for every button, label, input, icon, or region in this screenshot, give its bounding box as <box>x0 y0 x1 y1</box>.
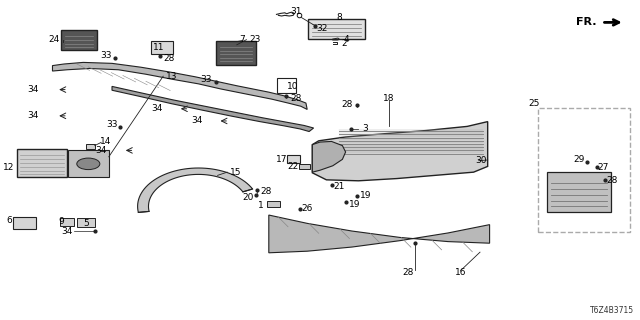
FancyBboxPatch shape <box>151 41 173 54</box>
Text: 27: 27 <box>598 163 609 172</box>
Text: 23: 23 <box>249 35 260 44</box>
Text: 33: 33 <box>100 51 111 60</box>
Text: 10: 10 <box>287 82 299 91</box>
Text: 32: 32 <box>316 24 328 33</box>
Text: 5: 5 <box>84 219 89 228</box>
FancyBboxPatch shape <box>68 150 109 177</box>
Text: 34: 34 <box>191 116 203 125</box>
Text: 9: 9 <box>58 217 63 226</box>
Text: T6Z4B3715: T6Z4B3715 <box>589 306 634 315</box>
Text: 1: 1 <box>259 201 264 210</box>
Text: 8: 8 <box>337 13 342 22</box>
Text: 12: 12 <box>3 163 15 172</box>
FancyBboxPatch shape <box>17 149 67 177</box>
Text: 15: 15 <box>230 168 241 177</box>
Polygon shape <box>112 86 314 132</box>
Polygon shape <box>312 122 488 181</box>
Text: 25: 25 <box>529 100 540 108</box>
Text: 14: 14 <box>100 137 111 146</box>
Circle shape <box>77 158 100 170</box>
Text: 4: 4 <box>344 35 349 44</box>
Text: 34: 34 <box>95 146 107 155</box>
FancyBboxPatch shape <box>287 155 300 163</box>
Text: 28: 28 <box>290 94 301 103</box>
Text: 34: 34 <box>28 85 39 94</box>
Text: 18: 18 <box>383 94 395 103</box>
FancyBboxPatch shape <box>77 218 95 227</box>
Text: 6: 6 <box>6 216 12 225</box>
Text: 3: 3 <box>362 124 367 133</box>
Text: 29: 29 <box>573 156 585 164</box>
FancyBboxPatch shape <box>60 218 74 226</box>
Text: 17: 17 <box>276 155 287 164</box>
Text: 20: 20 <box>243 193 254 202</box>
FancyBboxPatch shape <box>86 144 95 149</box>
Text: 31: 31 <box>290 7 301 16</box>
FancyBboxPatch shape <box>308 19 365 39</box>
FancyBboxPatch shape <box>547 172 611 212</box>
Text: FR.: FR. <box>576 17 596 28</box>
FancyBboxPatch shape <box>299 164 310 169</box>
FancyBboxPatch shape <box>61 30 97 50</box>
Polygon shape <box>269 215 490 253</box>
Text: 11: 11 <box>153 43 164 52</box>
FancyBboxPatch shape <box>216 41 256 65</box>
Text: 24: 24 <box>49 35 60 44</box>
Text: 19: 19 <box>360 191 372 200</box>
Text: 26: 26 <box>301 204 313 213</box>
Text: 33: 33 <box>200 75 212 84</box>
Text: 30: 30 <box>476 156 487 165</box>
Polygon shape <box>52 62 307 109</box>
Text: 22: 22 <box>287 162 299 171</box>
Text: 33: 33 <box>106 120 118 129</box>
Text: 34: 34 <box>28 111 39 120</box>
Text: 28: 28 <box>341 100 353 109</box>
Text: 16: 16 <box>455 268 467 277</box>
Text: 34: 34 <box>61 227 73 236</box>
Text: 34: 34 <box>151 104 163 113</box>
Polygon shape <box>138 168 253 212</box>
Text: 28: 28 <box>607 176 618 185</box>
Text: 28: 28 <box>163 54 175 63</box>
FancyBboxPatch shape <box>267 201 280 207</box>
Text: 21: 21 <box>333 182 345 191</box>
Text: 28: 28 <box>403 268 414 277</box>
Text: 19: 19 <box>349 200 360 209</box>
Text: 7: 7 <box>239 35 244 44</box>
FancyBboxPatch shape <box>13 217 36 229</box>
Text: 13: 13 <box>166 72 177 81</box>
Polygon shape <box>312 141 346 172</box>
Text: 28: 28 <box>260 188 272 196</box>
Text: 2: 2 <box>341 39 346 48</box>
